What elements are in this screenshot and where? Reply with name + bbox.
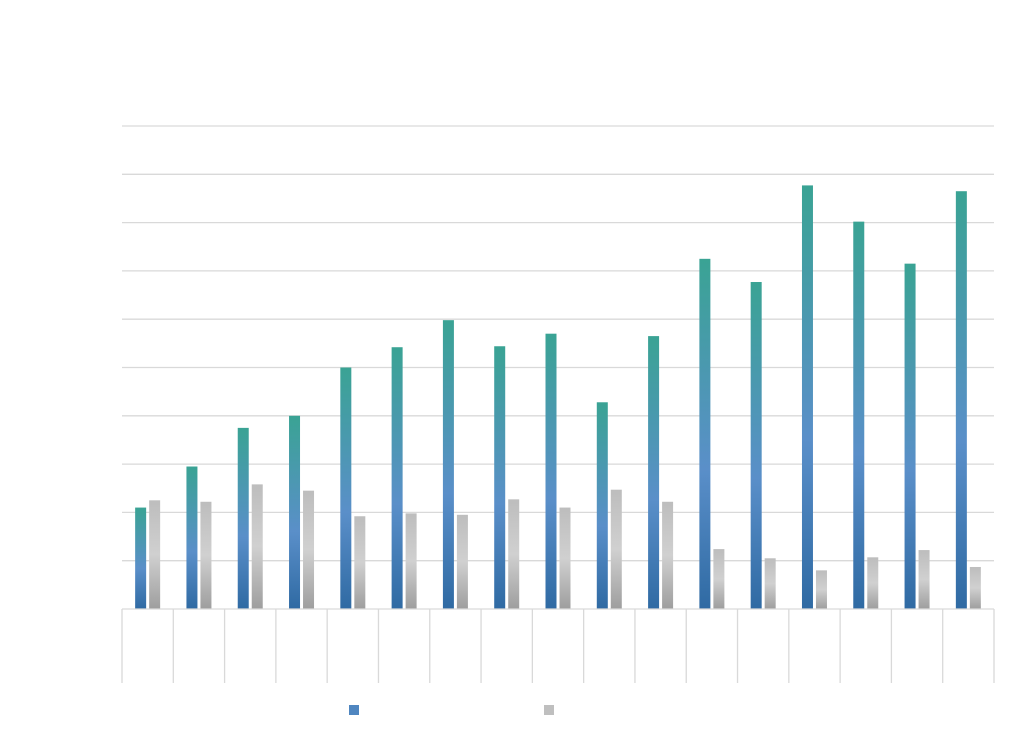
bar-series1 [289,415,301,609]
bar-series2 [149,500,161,609]
bar-series2 [867,557,879,609]
bar-series1 [699,258,711,609]
bar-series2 [456,514,468,609]
legend-swatch [349,705,359,715]
bar-series1 [750,282,762,609]
bar-series1 [648,336,660,609]
bar-series2 [610,489,622,609]
bar-series2 [918,550,930,609]
bar-series1 [442,320,454,609]
bar-series1 [237,427,249,609]
bars [135,185,981,609]
bar-series1 [494,346,506,609]
bar-series2 [559,507,571,609]
bar-series1 [801,185,813,609]
gridlines [122,125,994,562]
category-axis [121,608,995,683]
bar-series2 [200,501,212,609]
bar-series1 [186,466,198,609]
bar-series2 [662,501,674,609]
bar-series1 [135,507,147,609]
bar-series1 [853,221,865,609]
bar-series2 [764,558,776,609]
bar-series2 [251,484,263,609]
bar-series2 [815,570,827,609]
bar-series1 [904,263,916,609]
legend-swatch [544,705,554,715]
bar-series2 [713,549,725,609]
bar-series2 [354,516,366,609]
bar-series1 [955,191,967,609]
legend [349,705,554,715]
bar-series1 [596,402,608,609]
bar-series2 [508,499,520,609]
bar-series1 [340,367,352,609]
bar-series1 [391,347,403,609]
bar-series2 [405,513,417,609]
bar-series1 [545,333,557,609]
bar-series2 [303,490,315,609]
bar-series2 [969,566,981,609]
